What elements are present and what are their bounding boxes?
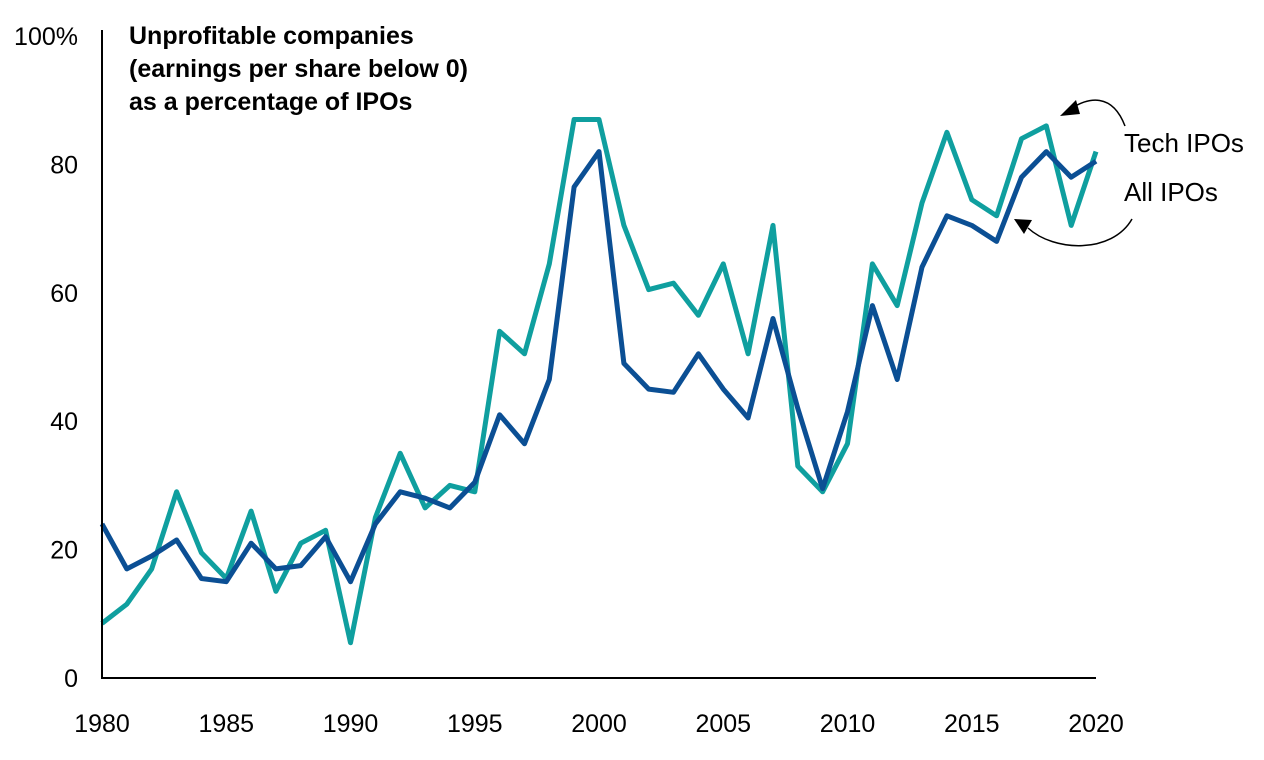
x-tick-label-2020: 2020 xyxy=(1068,710,1124,738)
y-tick-label-100: 100% xyxy=(14,23,78,51)
chart-title-line-1: Unprofitable companies xyxy=(129,22,414,50)
legend-pointer-tech-icon xyxy=(1060,99,1126,127)
x-tick-label-1995: 1995 xyxy=(447,710,503,738)
legend-label-tech-ipos: Tech IPOs xyxy=(1124,128,1244,158)
chart-title-line-2: (earnings per share below 0) xyxy=(129,55,468,83)
y-tick-label-20: 20 xyxy=(50,537,78,565)
x-axis-ticks: 1980 1985 1990 1995 2000 2005 2010 2015 2020 xyxy=(74,710,1124,738)
y-tick-label-80: 80 xyxy=(50,151,78,179)
y-tick-label-60: 60 xyxy=(50,280,78,308)
legend-pointer-all-icon xyxy=(1014,218,1133,247)
y-tick-label-0: 0 xyxy=(64,665,78,693)
x-tick-label-2010: 2010 xyxy=(820,710,876,738)
y-tick-label-40: 40 xyxy=(50,408,78,436)
x-tick-label-2000: 2000 xyxy=(571,710,627,738)
x-tick-label-1985: 1985 xyxy=(198,710,254,738)
x-tick-label-1990: 1990 xyxy=(323,710,379,738)
chart-title-line-3: as a percentage of IPOs xyxy=(129,88,412,116)
y-axis-ticks: 0 20 40 60 80 100% xyxy=(14,23,78,693)
x-tick-label-2005: 2005 xyxy=(695,710,751,738)
x-tick-label-1980: 1980 xyxy=(74,710,130,738)
x-tick-label-2015: 2015 xyxy=(944,710,1000,738)
series-line-tech-ipos xyxy=(100,117,1099,646)
legend-label-all-ipos: All IPOs xyxy=(1124,177,1218,207)
series-group xyxy=(99,117,1099,646)
